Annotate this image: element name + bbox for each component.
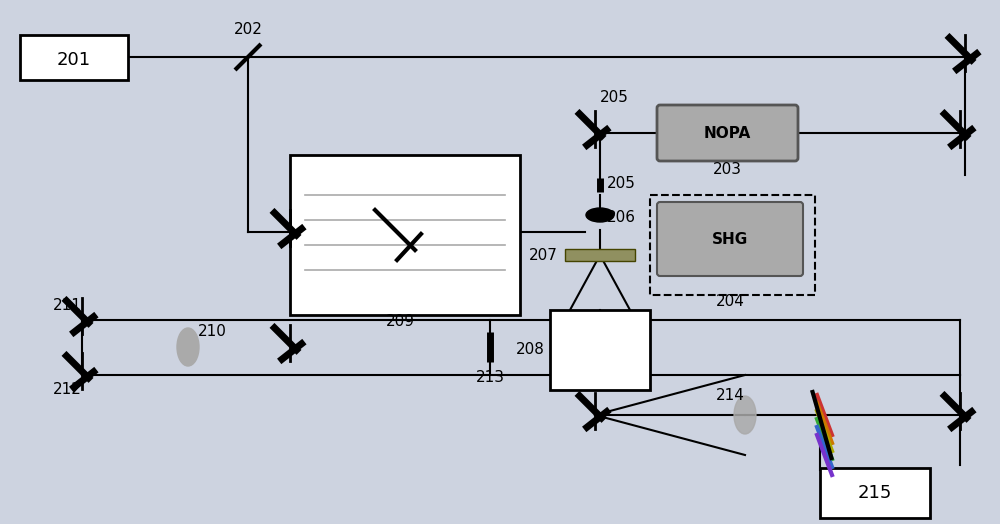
Bar <box>565 249 635 261</box>
Text: 213: 213 <box>476 370 505 385</box>
Ellipse shape <box>586 208 614 222</box>
Ellipse shape <box>177 328 199 366</box>
Text: 210: 210 <box>198 324 227 340</box>
Text: NOPA: NOPA <box>703 126 751 140</box>
Text: 214: 214 <box>716 388 744 402</box>
Ellipse shape <box>734 396 756 434</box>
Bar <box>820 468 930 518</box>
Text: 204: 204 <box>716 294 744 310</box>
Text: 205: 205 <box>607 176 636 191</box>
Text: 211: 211 <box>53 298 82 312</box>
Text: 206: 206 <box>607 211 636 225</box>
Bar <box>650 195 815 295</box>
Text: 205: 205 <box>600 90 629 104</box>
Text: 207: 207 <box>529 247 558 263</box>
Text: 212: 212 <box>53 383 82 398</box>
Text: 202: 202 <box>234 23 262 38</box>
Text: 215: 215 <box>858 484 892 502</box>
Bar <box>20 35 128 80</box>
Bar <box>290 155 520 315</box>
Text: SHG: SHG <box>712 232 748 246</box>
Text: 203: 203 <box>712 162 742 178</box>
Text: 201: 201 <box>57 51 91 69</box>
Bar <box>550 310 650 390</box>
FancyBboxPatch shape <box>657 105 798 161</box>
FancyBboxPatch shape <box>657 202 803 276</box>
Text: 209: 209 <box>386 314 415 330</box>
Text: 208: 208 <box>516 343 545 357</box>
